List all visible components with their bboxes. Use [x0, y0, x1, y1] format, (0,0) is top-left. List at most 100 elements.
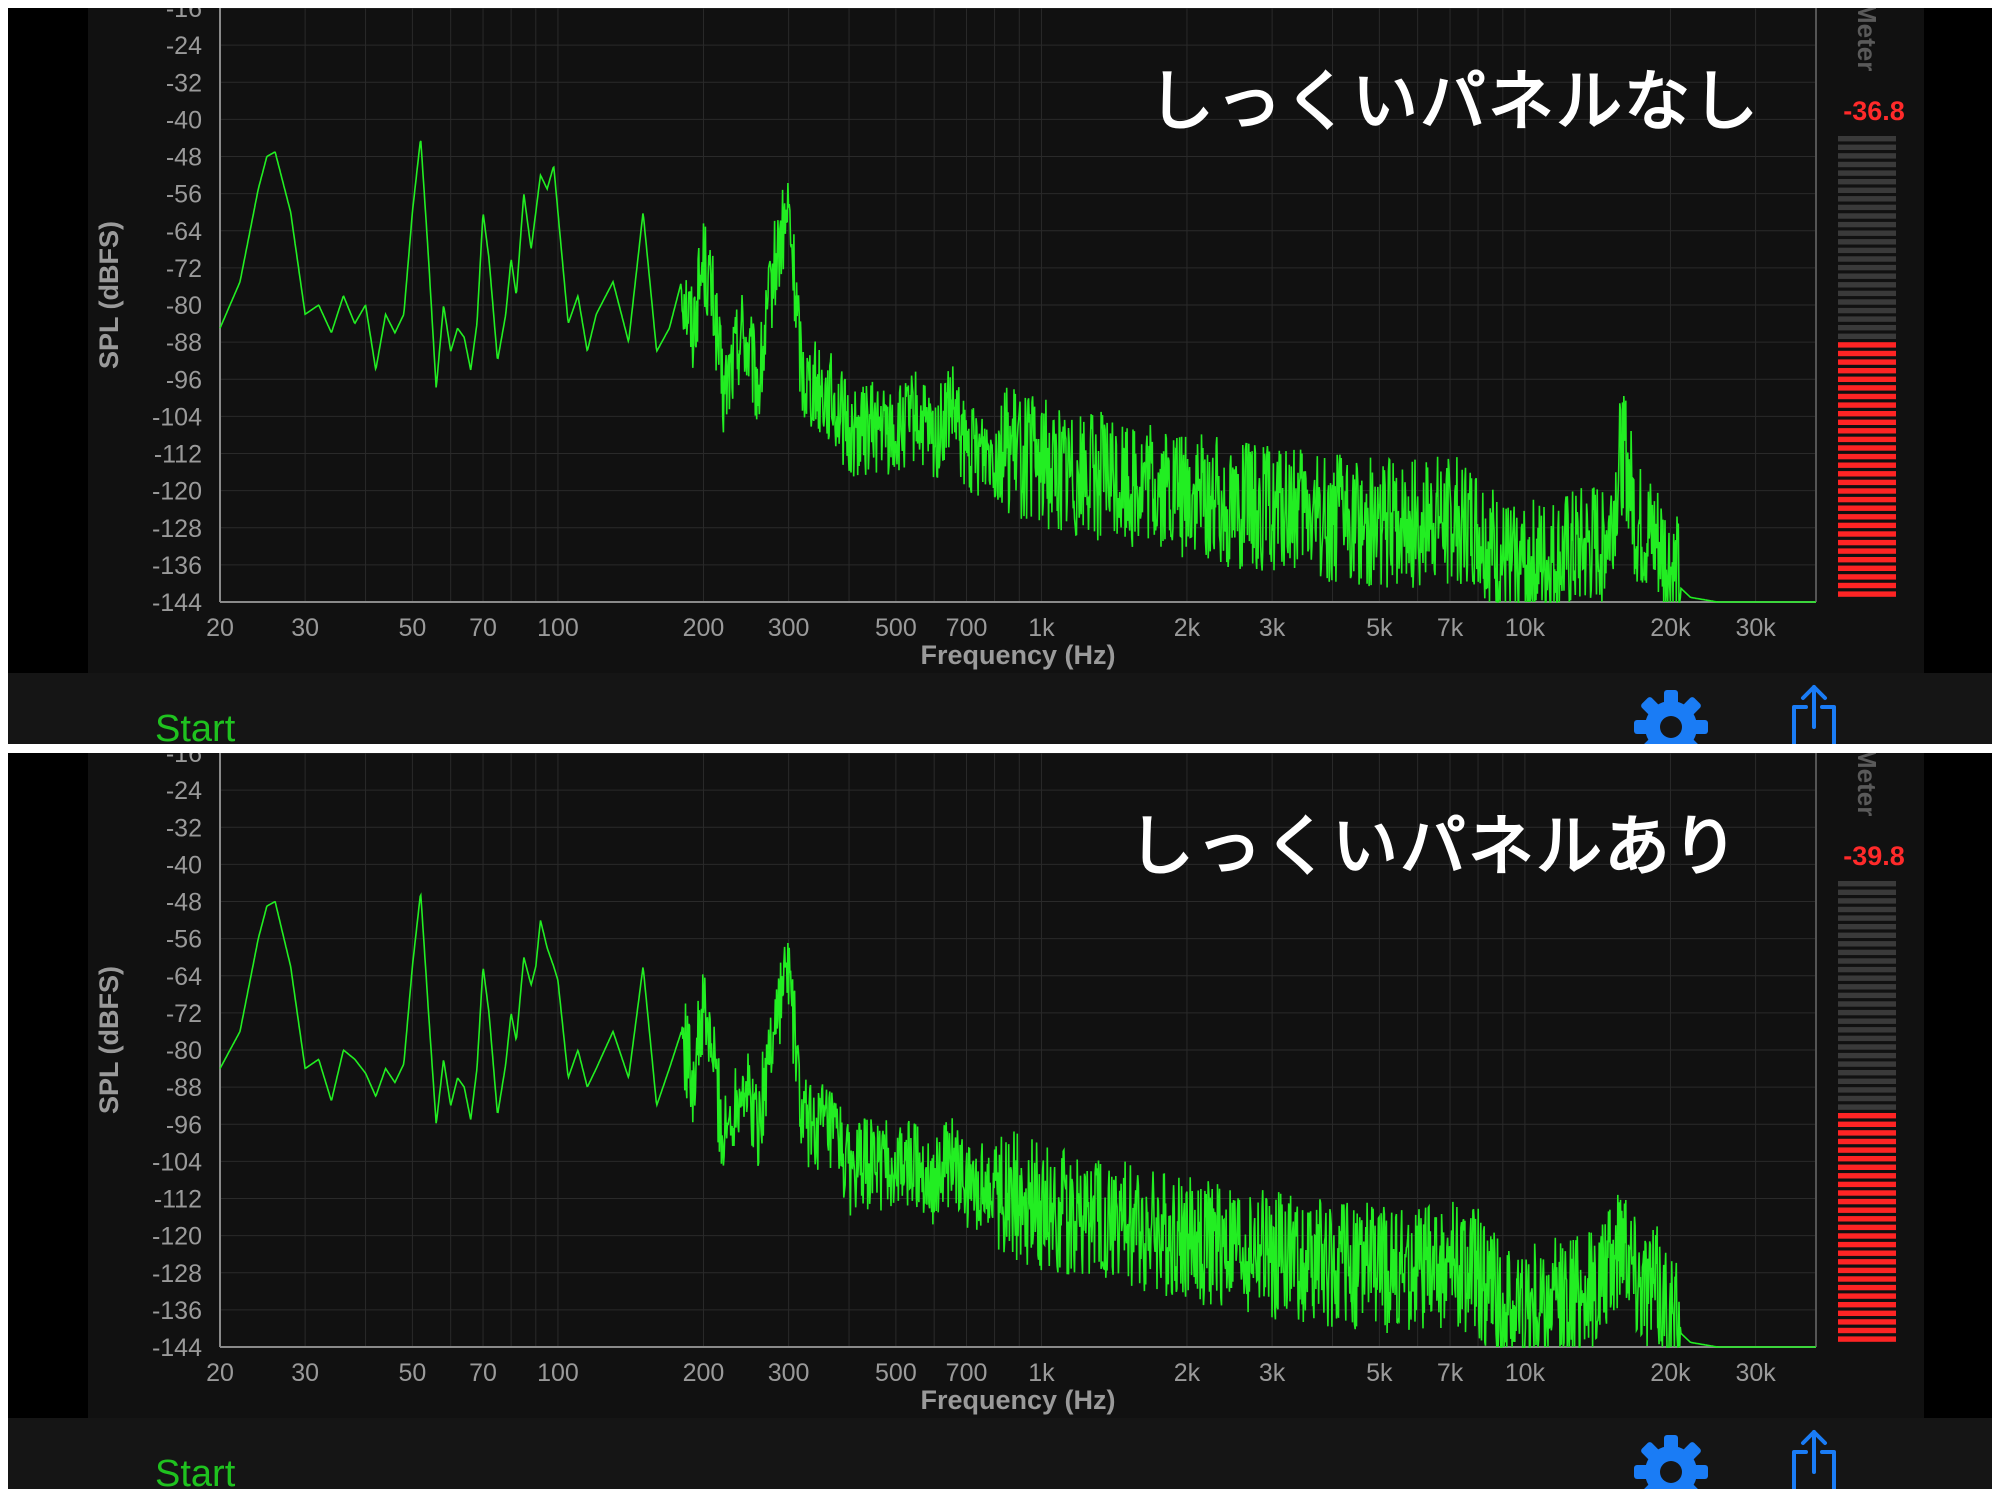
meter-segment: [1838, 1198, 1896, 1205]
meter-segment: [1838, 1018, 1896, 1024]
y-tick-label: -120: [152, 478, 202, 506]
y-tick-label: -24: [166, 32, 202, 60]
meter-segment: [1838, 144, 1896, 150]
meter-segment: [1838, 1284, 1896, 1291]
meter-segment: [1838, 1293, 1896, 1299]
meter-segment: [1838, 1302, 1896, 1308]
x-tick-label: 30k: [1735, 614, 1776, 642]
meter-segment: [1838, 402, 1896, 408]
y-tick-label: -80: [166, 1037, 202, 1065]
meter-segment: [1838, 522, 1896, 529]
meter-segment: [1838, 898, 1896, 904]
meter-segment: [1838, 342, 1896, 348]
meter-label: Meter (dBFS): [1836, 8, 1882, 72]
meter-segment: [1838, 1259, 1896, 1265]
meter-segment: [1838, 359, 1896, 365]
gear-icon[interactable]: [1633, 1434, 1709, 1489]
y-tick-label: -104: [152, 1148, 202, 1176]
meter-segment: [1838, 350, 1896, 357]
share-icon[interactable]: [1786, 683, 1842, 744]
meter-segment: [1838, 1310, 1896, 1316]
meter-segment: [1838, 307, 1896, 314]
meter-segment: [1838, 1001, 1896, 1007]
meter-segment: [1838, 1276, 1896, 1282]
meter-segment: [1838, 1224, 1896, 1231]
meter-segment: [1838, 290, 1896, 297]
x-tick-label: 30: [291, 1359, 319, 1387]
y-tick-label: -64: [166, 963, 202, 991]
x-tick-label: 50: [398, 614, 426, 642]
x-tick-label: 200: [683, 614, 725, 642]
meter-segment: [1838, 453, 1896, 460]
meter-segment: [1838, 187, 1896, 193]
x-tick-label: 70: [469, 614, 497, 642]
meter-segment: [1838, 949, 1896, 956]
meter-segment: [1838, 273, 1896, 279]
meter-segment: [1838, 574, 1896, 580]
meter-segment: [1838, 1138, 1896, 1145]
meter-segment: [1838, 582, 1896, 589]
meter-segment: [1838, 282, 1896, 288]
meter-segment: [1838, 505, 1896, 511]
meter-segment: [1838, 932, 1896, 938]
panel-title: しっくいパネルなし: [1148, 62, 1760, 140]
x-tick-label: 50: [398, 1359, 426, 1387]
meter-segment: [1838, 153, 1896, 159]
start-button[interactable]: Start: [155, 708, 236, 744]
x-tick-label: 70: [469, 1359, 497, 1387]
meter-segment: [1838, 393, 1896, 400]
x-tick-label: 20k: [1650, 614, 1691, 642]
x-tick-label: 5k: [1366, 614, 1393, 642]
spectrum-chart-bottom: -16 -24 -32 -40 -48 -56 -64 -72 -80 -88 -96 -104 -11…: [94, 753, 1896, 1415]
level-meter: [1838, 881, 1896, 1342]
meter-segment: [1838, 1267, 1896, 1274]
x-tick-label: 30k: [1735, 1359, 1776, 1387]
meter-segment: [1838, 299, 1896, 305]
y-tick-label: -96: [166, 1111, 202, 1139]
meter-value: -39.8: [1843, 841, 1905, 871]
meter-segment: [1838, 1044, 1896, 1050]
meter-segment: [1838, 488, 1896, 494]
y-tick-label: -136: [152, 552, 202, 580]
meter-segment: [1838, 256, 1896, 262]
meter-segment: [1838, 1327, 1896, 1334]
meter-segment: [1838, 230, 1896, 236]
y-tick-label: -112: [154, 441, 202, 469]
x-tick-label: 20k: [1650, 1359, 1691, 1387]
y-tick-label: -32: [166, 69, 202, 97]
spectrum-panel-bottom: -16 -24 -32 -40 -48 -56 -64 -72 -80 -88 -96 -104 -11…: [8, 753, 1992, 1489]
start-button[interactable]: Start: [155, 1453, 236, 1489]
meter-segment: [1838, 264, 1896, 271]
meter-segment: [1838, 1156, 1896, 1162]
gear-icon[interactable]: [1633, 689, 1709, 744]
meter-segment: [1838, 881, 1896, 887]
meter-segment: [1838, 1250, 1896, 1256]
meter-segment: [1838, 1113, 1896, 1119]
meter-segment: [1838, 1336, 1896, 1342]
x-tick-label: 500: [875, 1359, 917, 1387]
x-tick-label: 100: [537, 614, 579, 642]
x-axis-label: Frequency (Hz): [920, 640, 1115, 670]
meter-value: -36.8: [1843, 96, 1905, 126]
meter-segment: [1838, 333, 1896, 339]
meter-segment: [1838, 1319, 1896, 1325]
meter-segment: [1838, 539, 1896, 546]
meter-segment: [1838, 1207, 1896, 1213]
meter-segment: [1838, 325, 1896, 331]
meter-segment: [1838, 385, 1896, 391]
panel-title: しっくいパネルあり: [1128, 807, 1740, 885]
meter-segment: [1838, 1216, 1896, 1222]
meter-segment: [1838, 889, 1896, 895]
y-tick-label: -104: [152, 403, 202, 431]
share-icon[interactable]: [1786, 1428, 1842, 1489]
meter-segment: [1838, 196, 1896, 202]
y-tick-label: -48: [166, 889, 202, 917]
meter-segment: [1838, 179, 1896, 185]
x-tick-label: 10k: [1505, 1359, 1546, 1387]
chart-frame: [88, 8, 1924, 673]
meter-segment: [1838, 1078, 1896, 1084]
x-tick-label: 1k: [1028, 614, 1055, 642]
x-tick-label: 30: [291, 614, 319, 642]
y-tick-label: -64: [166, 218, 202, 246]
y-tick-label: -48: [166, 144, 202, 172]
